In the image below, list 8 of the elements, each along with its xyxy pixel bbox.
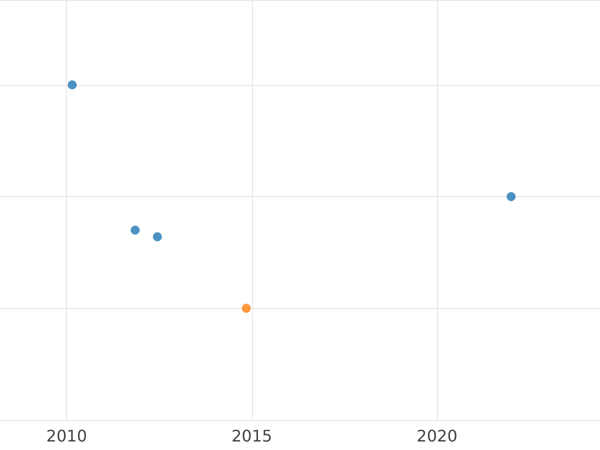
x-tick-label: 2015 — [231, 426, 272, 446]
point — [130, 226, 140, 235]
point — [68, 80, 77, 90]
x-tick-label: 2010 — [46, 426, 88, 446]
point — [242, 304, 251, 313]
x-tick-label: 2020 — [416, 426, 458, 446]
point — [506, 192, 516, 202]
point — [152, 232, 162, 242]
